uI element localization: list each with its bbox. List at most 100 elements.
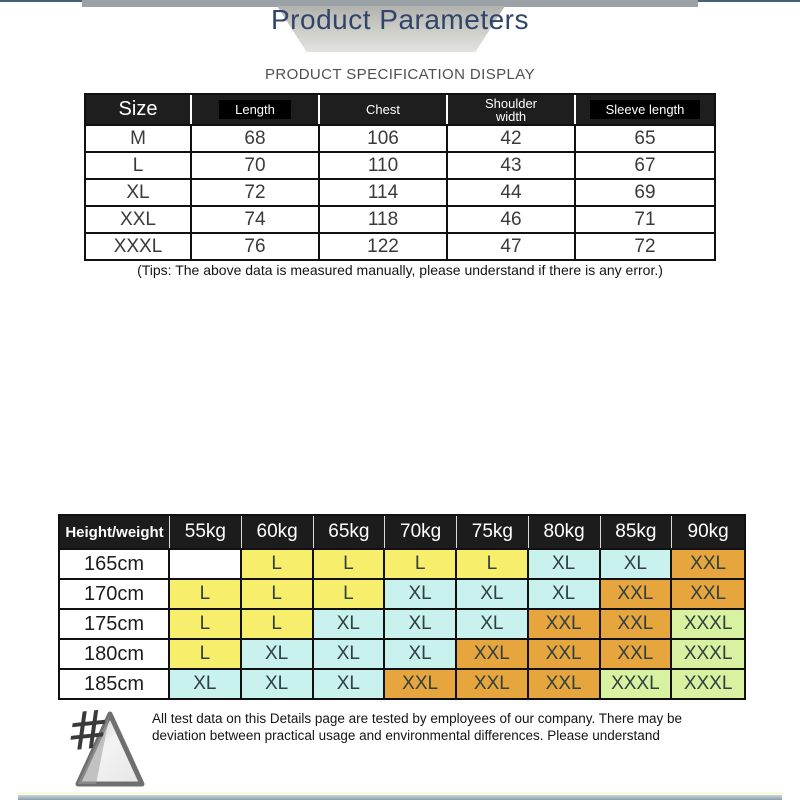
spec-table-row: M 68 106 42 65: [86, 124, 714, 151]
recommended-size-cell: XXL: [528, 668, 601, 698]
title-background-shape: [277, 6, 505, 52]
spec-table-cell: 72: [192, 178, 320, 205]
spec-column-header: Length: [192, 95, 320, 124]
spec-table-header-row: Size Length Chest Shoulder width Sleeve leng…: [86, 95, 714, 124]
recommended-size-cell: XL: [385, 608, 457, 638]
spec-table-cell: 68: [192, 124, 320, 151]
spec-table-row: L 70 110 43 67: [86, 151, 714, 178]
size-chart-body: 165cm L L L L XL XL XXL 170cm L L L XL XL XL XXL XXL 175c…: [60, 548, 744, 698]
recommended-size-cell: XL: [313, 608, 386, 638]
size-chart-header-row: Height/weight 55kg 60kg 65kg 70kg 75kg 80kg 85k…: [60, 516, 744, 548]
spec-table-cell: 44: [448, 178, 576, 205]
recommended-size-cell: L: [170, 608, 242, 638]
spec-table-row: XXL 74 118 46 71: [86, 205, 714, 232]
recommended-size-cell: XXL: [528, 608, 601, 638]
recommended-size-cell: L: [170, 638, 242, 668]
recommended-size-cell: L: [241, 548, 314, 578]
spec-table-cell: XL: [86, 178, 192, 205]
recommended-size-cell: [170, 548, 242, 578]
weight-column-header: 85kg: [600, 516, 673, 548]
height-row-label: 165cm: [60, 548, 170, 578]
height-row-label: 180cm: [60, 638, 170, 668]
recommended-size-cell: XL: [528, 548, 601, 578]
spec-table-cell: 72: [576, 232, 714, 259]
recommended-size-cell: XL: [241, 668, 314, 698]
spec-table-cell: 76: [192, 232, 320, 259]
spec-table-cell: 74: [192, 205, 320, 232]
recommended-size-cell: L: [241, 608, 314, 638]
spec-table-cell: 122: [320, 232, 448, 259]
top-gray-bar: [82, 0, 698, 7]
spec-column-header: Chest: [320, 95, 448, 124]
recommended-size-cell: XL: [241, 638, 314, 668]
bottom-cream-line: [18, 792, 782, 795]
weight-column-header: 65kg: [313, 516, 386, 548]
size-chart-row: 175cm L L XL XL XL XXL XXL XXXL: [60, 608, 744, 638]
spec-table-cell: 118: [320, 205, 448, 232]
spec-table-cell: 110: [320, 151, 448, 178]
spec-table-cell: 67: [576, 151, 714, 178]
size-recommendation-chart: Height/weight 55kg 60kg 65kg 70kg 75kg 80kg 85k…: [58, 514, 746, 700]
recommended-size-cell: XL: [385, 578, 457, 608]
spec-column-header: Size: [86, 95, 192, 124]
size-chart-row: 185cm XL XL XL XXL XXL XXL XXXL XXXL: [60, 668, 744, 698]
recommended-size-cell: XL: [600, 548, 673, 578]
recommended-size-cell: XL: [385, 638, 457, 668]
tips-note: (Tips: The above data is measured manual…: [137, 262, 663, 278]
weight-column-header: 90kg: [672, 516, 744, 548]
spec-table-cell: XXL: [86, 205, 192, 232]
spec-table-cell: L: [86, 151, 192, 178]
svg-text:#: #: [66, 704, 113, 764]
spec-table-row: XXXL 76 122 47 72: [86, 232, 714, 259]
spec-table-cell: 43: [448, 151, 576, 178]
size-chart-row: 180cm L XL XL XL XXL XXL XXL XXXL: [60, 638, 744, 668]
spec-table-cell: 114: [320, 178, 448, 205]
recommended-size-cell: XL: [170, 668, 242, 698]
spec-table-cell: 42: [448, 124, 576, 151]
recommended-size-cell: XXL: [600, 578, 673, 608]
footer-disclaimer: All test data on this Details page are t…: [152, 711, 683, 743]
recommended-size-cell: L: [241, 578, 314, 608]
recommended-size-cell: L: [313, 578, 386, 608]
recommended-size-cell: XXL: [385, 668, 457, 698]
recommended-size-cell: XXL: [600, 608, 673, 638]
hash-flask-icon: #: [63, 699, 150, 797]
recommended-size-cell: XXXL: [672, 608, 744, 638]
spec-table: Size Length Chest Shoulder width Sleeve leng…: [84, 93, 716, 261]
recommended-size-cell: L: [170, 578, 242, 608]
recommended-size-cell: XXL: [600, 638, 673, 668]
bottom-blue-bar: [18, 795, 782, 800]
size-chart-corner-header: Height/weight: [60, 516, 170, 548]
height-row-label: 170cm: [60, 578, 170, 608]
recommended-size-cell: XL: [313, 638, 386, 668]
recommended-size-cell: XXXL: [672, 638, 744, 668]
recommended-size-cell: L: [385, 548, 457, 578]
height-row-label: 185cm: [60, 668, 170, 698]
spec-column-header: Sleeve length: [576, 95, 714, 124]
page-title: Product Parameters: [271, 4, 529, 35]
recommended-size-cell: XXL: [672, 548, 744, 578]
spec-table-cell: XXXL: [86, 232, 192, 259]
recommended-size-cell: XL: [313, 668, 386, 698]
spec-table-cell: 69: [576, 178, 714, 205]
recommended-size-cell: XXL: [672, 578, 744, 608]
recommended-size-cell: XXL: [528, 638, 601, 668]
recommended-size-cell: XL: [457, 608, 529, 638]
recommended-size-cell: XXL: [457, 638, 529, 668]
spec-table-cell: 46: [448, 205, 576, 232]
weight-column-header: 60kg: [241, 516, 314, 548]
size-chart-row: 170cm L L L XL XL XL XXL XXL: [60, 578, 744, 608]
recommended-size-cell: L: [457, 548, 529, 578]
weight-column-header: 80kg: [528, 516, 601, 548]
recommended-size-cell: L: [313, 548, 386, 578]
recommended-size-cell: XL: [457, 578, 529, 608]
spec-table-cell: 47: [448, 232, 576, 259]
spec-table-cell: 65: [576, 124, 714, 151]
spec-table-cell: 70: [192, 151, 320, 178]
spec-table-cell: 71: [576, 205, 714, 232]
spec-column-header: Shoulder width: [448, 95, 576, 124]
size-chart-row: 165cm L L L L XL XL XXL: [60, 548, 744, 578]
weight-column-header: 75kg: [457, 516, 529, 548]
spec-table-cell: 106: [320, 124, 448, 151]
section-subtitle: PRODUCT SPECIFICATION DISPLAY: [265, 66, 535, 83]
